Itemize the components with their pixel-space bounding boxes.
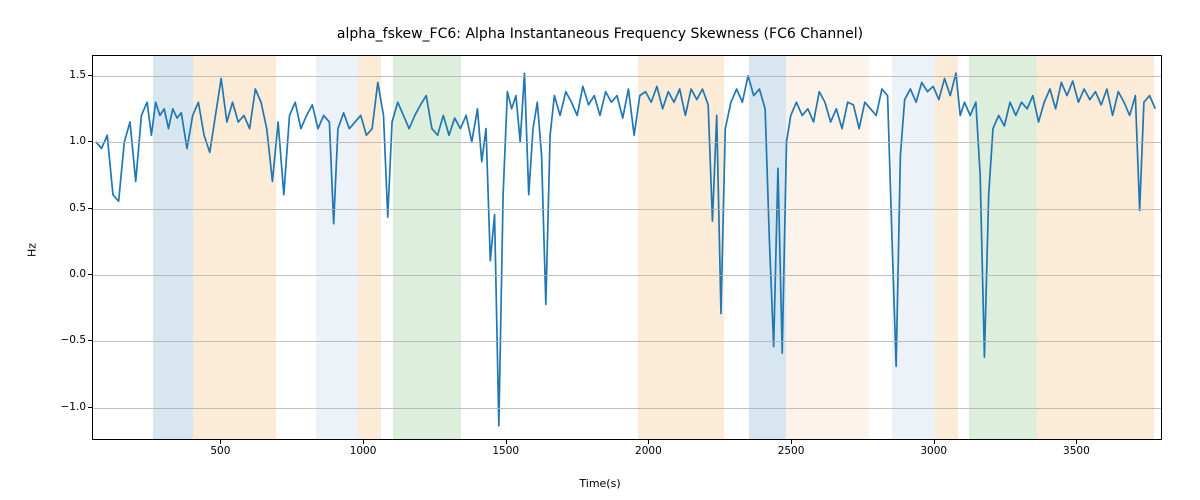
ytick-label: 1.0: [69, 135, 86, 147]
gridline: [93, 408, 1161, 409]
xtick-mark: [506, 440, 507, 444]
x-axis-label: Time(s): [579, 477, 620, 490]
ytick-mark: [88, 274, 92, 275]
ytick-label: −0.5: [61, 334, 87, 346]
ytick-label: 0.5: [69, 202, 86, 214]
figure: alpha_fskew_FC6: Alpha Instantaneous Fre…: [0, 0, 1200, 500]
line-layer: [93, 56, 1161, 439]
xtick-label: 500: [210, 445, 230, 457]
ytick-label: 0.0: [69, 268, 86, 280]
gridline: [93, 341, 1161, 342]
xtick-label: 2000: [635, 445, 662, 457]
ytick-mark: [88, 141, 92, 142]
xtick-label: 3500: [1063, 445, 1090, 457]
ytick-label: 1.5: [69, 69, 86, 81]
xtick-mark: [363, 440, 364, 444]
y-axis-label: Hz: [26, 243, 39, 257]
ytick-mark: [88, 340, 92, 341]
gridline: [93, 142, 1161, 143]
xtick-mark: [1076, 440, 1077, 444]
gridline: [93, 76, 1161, 77]
gridline: [93, 275, 1161, 276]
xtick-mark: [220, 440, 221, 444]
xtick-mark: [934, 440, 935, 444]
ytick-mark: [88, 75, 92, 76]
chart-title: alpha_fskew_FC6: Alpha Instantaneous Fre…: [0, 26, 1200, 42]
ytick-mark: [88, 407, 92, 408]
xtick-label: 1000: [350, 445, 377, 457]
series-line: [96, 73, 1155, 426]
ytick-label: −1.0: [61, 401, 87, 413]
xtick-mark: [791, 440, 792, 444]
plot-area: [92, 55, 1162, 440]
xtick-label: 2500: [778, 445, 805, 457]
gridline: [93, 209, 1161, 210]
xtick-label: 1500: [492, 445, 519, 457]
xtick-label: 3000: [920, 445, 947, 457]
ytick-mark: [88, 208, 92, 209]
xtick-mark: [648, 440, 649, 444]
